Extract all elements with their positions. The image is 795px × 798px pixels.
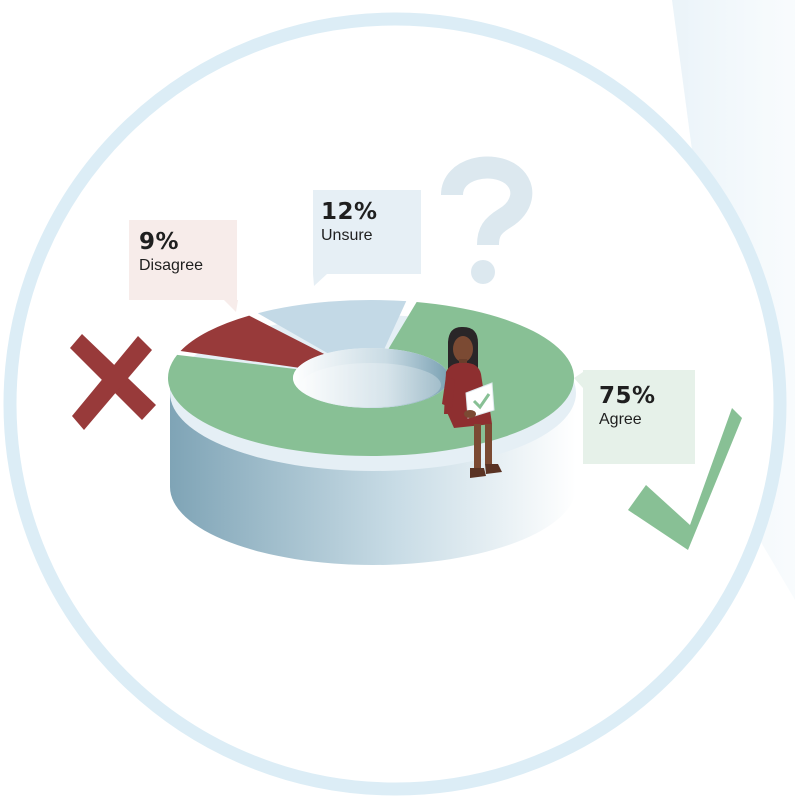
person-with-laptop-illustration — [442, 326, 502, 478]
callout-agree: 75% Agree — [583, 370, 695, 464]
callout-disagree: 9% Disagree — [129, 220, 237, 300]
callout-unsure: 12% Unsure — [313, 190, 421, 274]
disagree-category-label: Disagree — [139, 257, 204, 275]
question-mark-icon — [441, 156, 533, 284]
slice-disagree — [180, 315, 325, 368]
cross-mark-icon — [70, 334, 156, 430]
unsure-percent-label: 12% — [321, 199, 378, 225]
donut-hole-inner-shadow — [301, 363, 441, 407]
check-mark-icon — [628, 408, 742, 550]
donut-hole — [293, 348, 449, 408]
unsure-category-label: Unsure — [321, 227, 373, 245]
agree-category-label: Agree — [599, 411, 642, 429]
slice-unsure — [257, 300, 407, 354]
disagree-percent-label: 9% — [139, 229, 180, 255]
agree-percent-label: 75% — [599, 383, 656, 409]
